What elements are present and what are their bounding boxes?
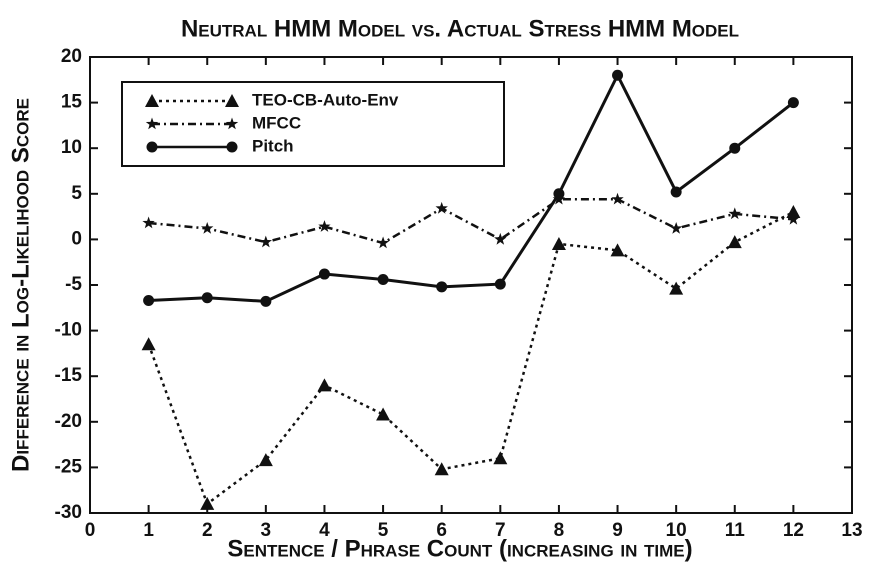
legend-marker — [145, 117, 159, 130]
data-point — [610, 243, 625, 257]
y-tick-label: -30 — [55, 502, 82, 523]
legend-marker — [226, 141, 238, 153]
y-tick-label: -15 — [55, 365, 83, 386]
data-point — [200, 496, 215, 510]
data-point — [493, 451, 508, 465]
series-line — [148, 71, 795, 303]
data-point — [669, 281, 684, 295]
chart-title: Neutral HMM Model vs. Actual Stress HMM … — [181, 15, 739, 42]
data-point — [201, 292, 213, 304]
data-point — [494, 278, 506, 290]
data-point — [258, 453, 273, 467]
data-point — [787, 212, 800, 225]
data-point — [201, 222, 214, 234]
x-tick-label: 1 — [143, 520, 154, 541]
y-tick-label: -10 — [55, 320, 82, 341]
y-tick-label: -5 — [65, 274, 82, 295]
y-tick-label: 15 — [61, 92, 83, 113]
data-point — [259, 235, 272, 248]
data-point — [494, 232, 507, 245]
x-tick-label: 9 — [612, 520, 623, 541]
x-tick-label: 6 — [436, 520, 447, 541]
data-point — [729, 142, 741, 154]
x-tick-label: 12 — [783, 520, 804, 541]
data-point — [376, 236, 390, 249]
data-point — [376, 407, 391, 421]
series-line — [147, 210, 794, 506]
series-line — [148, 198, 794, 245]
data-point — [553, 188, 565, 200]
x-tick-label: 10 — [666, 520, 687, 541]
data-point — [141, 337, 156, 351]
data-point — [728, 207, 741, 220]
legend-label: MFCC — [252, 113, 301, 132]
data-point — [260, 295, 272, 307]
legend-label: Pitch — [252, 136, 294, 155]
data-point — [317, 378, 332, 392]
data-point — [436, 281, 448, 293]
data-point — [551, 236, 566, 250]
x-tick-label: 13 — [841, 520, 862, 541]
x-tick-label: 0 — [85, 520, 96, 541]
data-point — [142, 216, 155, 229]
data-point — [435, 201, 448, 214]
y-tick-label: 10 — [61, 137, 82, 158]
legend-box — [121, 81, 505, 167]
legend-marker — [225, 94, 239, 107]
x-tick-label: 7 — [495, 520, 506, 541]
data-point — [377, 274, 389, 286]
legend-label: TEO-CB-Auto-Env — [252, 90, 399, 109]
data-point — [611, 192, 624, 205]
x-tick-label: 8 — [554, 520, 565, 541]
x-tick-label: 5 — [378, 520, 389, 541]
y-tick-label: -20 — [55, 411, 82, 432]
data-point — [787, 97, 799, 109]
y-tick-label: 5 — [71, 183, 82, 204]
data-point — [670, 186, 682, 198]
legend-marker — [146, 141, 158, 153]
data-point — [143, 295, 155, 307]
data-point — [318, 268, 330, 280]
data-point — [786, 205, 801, 219]
y-tick-label: -25 — [55, 456, 83, 477]
x-tick-label: 4 — [319, 520, 330, 541]
y-tick-label: 0 — [71, 228, 82, 249]
data-point — [318, 220, 331, 232]
y-tick-label: 20 — [61, 46, 82, 67]
x-tick-label: 11 — [725, 520, 746, 541]
x-tick-label: 2 — [202, 520, 213, 541]
legend-marker — [225, 117, 239, 130]
data-point — [727, 235, 742, 249]
data-point — [670, 222, 683, 234]
y-axis-label: Difference in Log-Likelihood Score — [7, 98, 34, 472]
x-tick-label: 3 — [261, 520, 272, 541]
data-point — [434, 462, 449, 476]
data-point — [612, 69, 624, 81]
legend-marker — [145, 94, 159, 107]
x-axis-label: Sentence / Phrase Count (increasing in t… — [227, 535, 692, 562]
